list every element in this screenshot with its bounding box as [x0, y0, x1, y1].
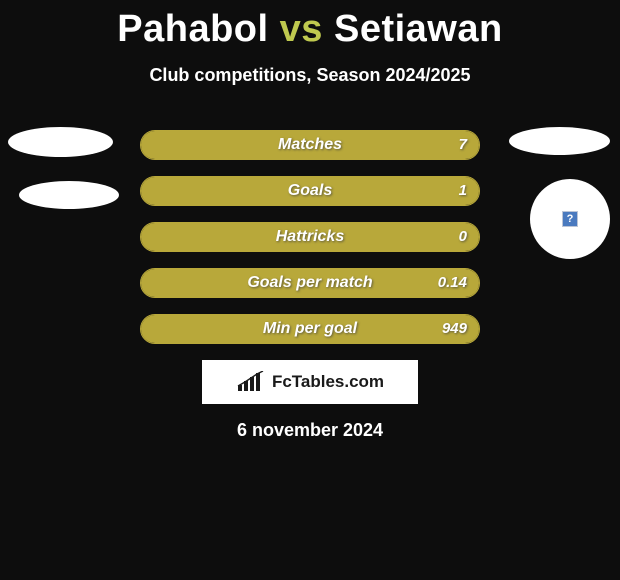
left-avatar-column [0, 130, 120, 209]
title-player1: Pahabol [117, 8, 268, 50]
stat-value-right: 0.14 [438, 269, 467, 297]
stat-row-goals-per-match: Goals per match 0.14 [140, 268, 480, 298]
stat-value-right: 0 [459, 223, 467, 251]
stat-label: Min per goal [141, 315, 479, 343]
right-avatar-column: ? [500, 130, 620, 259]
source-logo-text: FcTables.com [272, 372, 384, 392]
question-mark-glyph: ? [567, 213, 574, 225]
club-logo-circle: ? [530, 179, 610, 259]
bars-icon [236, 371, 270, 393]
stat-row-goals: Goals 1 [140, 176, 480, 206]
stat-value-right: 7 [459, 131, 467, 159]
stat-value-right: 949 [442, 315, 467, 343]
stat-label: Goals per match [141, 269, 479, 297]
stat-value-right: 1 [459, 177, 467, 205]
stat-row-hattricks: Hattricks 0 [140, 222, 480, 252]
stat-label: Matches [141, 131, 479, 159]
title-vs: vs [280, 8, 323, 50]
stat-row-matches: Matches 7 [140, 130, 480, 160]
stat-label: Hattricks [141, 223, 479, 251]
content-area: ? Matches 7 Goals 1 Hattricks 0 Goals pe… [0, 130, 620, 441]
avatar-shadow-shape [19, 181, 119, 209]
stat-label: Goals [141, 177, 479, 205]
date-text: 6 november 2024 [0, 420, 620, 441]
avatar-shadow-shape [509, 127, 610, 155]
missing-image-icon: ? [562, 211, 578, 227]
subtitle: Club competitions, Season 2024/2025 [0, 65, 620, 86]
source-logo: FcTables.com [202, 360, 418, 404]
title-player2: Setiawan [334, 8, 503, 50]
page-title: Pahabol vs Setiawan [0, 0, 620, 51]
stat-row-min-per-goal: Min per goal 949 [140, 314, 480, 344]
stats-bars: Matches 7 Goals 1 Hattricks 0 Goals per … [140, 130, 480, 344]
avatar-shadow-shape [8, 127, 113, 157]
